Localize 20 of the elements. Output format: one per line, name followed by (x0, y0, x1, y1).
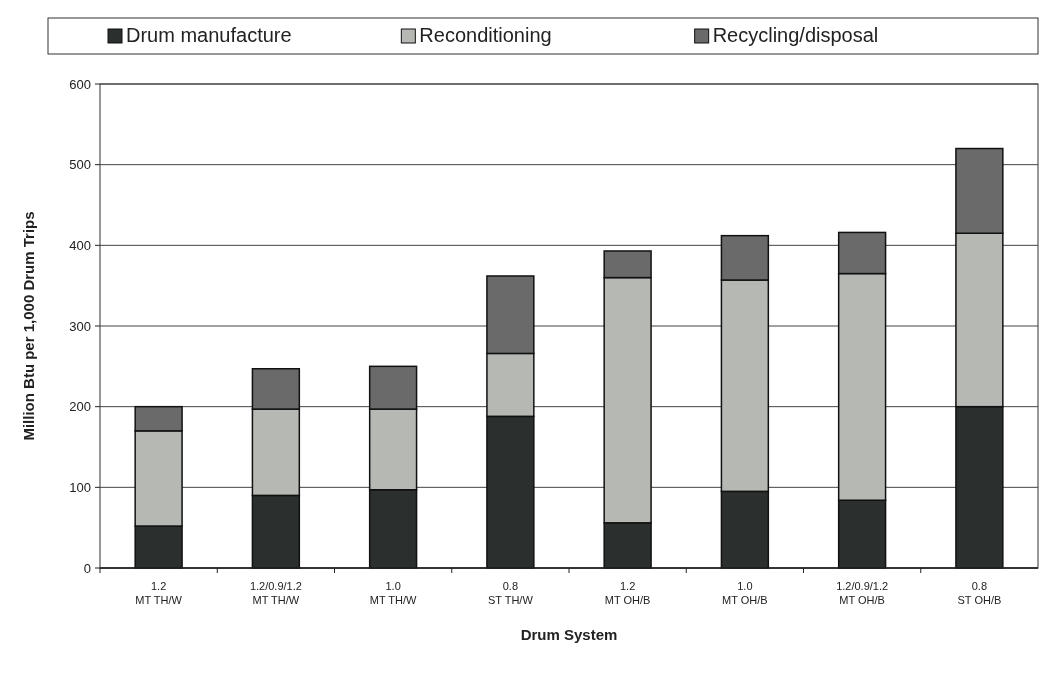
x-tick-label: 1.0 MT OH/B (722, 580, 768, 606)
x-axis-title: Drum System (520, 626, 618, 643)
x-tick-label: 1.2/0.9/1.2 MT TH/W (249, 580, 302, 606)
legend-label: Recycling/disposal (712, 24, 879, 46)
y-tick-label: 500 (69, 157, 91, 173)
legend-label: Drum manufacture (126, 24, 292, 46)
x-tick-label: 1.2/0.9/1.2 MT OH/B (836, 580, 889, 606)
y-tick-label: 0 (83, 560, 91, 576)
y-tick-label: 200 (69, 399, 91, 415)
x-tick-label: 1.2 MT OH/B (604, 580, 651, 606)
x-tick-label: 0.8 ST TH/W (487, 580, 534, 606)
y-tick-label: 300 (69, 318, 91, 334)
legend-label: Reconditioning (419, 24, 552, 46)
y-axis-title: Million Btu per 1,000 Drum Trips (20, 211, 37, 441)
x-tick-label: 1.2 MT TH/W (135, 580, 183, 606)
x-tick-label: 1.0 MT TH/W (369, 580, 418, 606)
x-tick-label: 0.8 ST OH/B (957, 580, 1002, 606)
y-tick-label: 100 (69, 479, 91, 495)
y-tick-label: 400 (69, 237, 91, 253)
y-tick-label: 600 (69, 76, 91, 92)
